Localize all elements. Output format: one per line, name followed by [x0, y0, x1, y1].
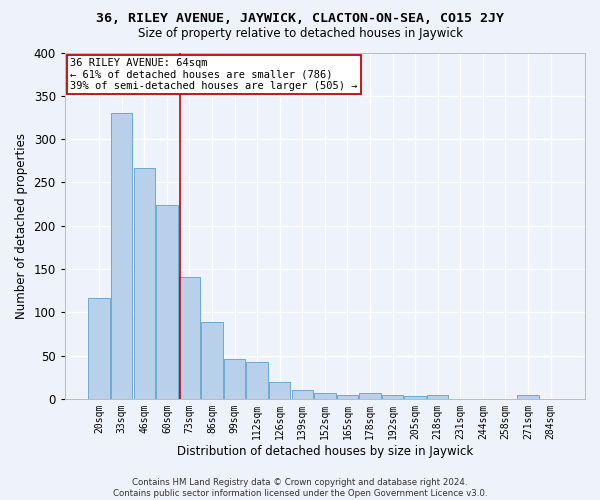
- Bar: [247, 362, 268, 399]
- Y-axis label: Number of detached properties: Number of detached properties: [15, 132, 28, 318]
- Bar: [202, 322, 223, 399]
- Bar: [314, 393, 335, 399]
- Bar: [134, 168, 155, 399]
- X-axis label: Distribution of detached houses by size in Jaywick: Distribution of detached houses by size …: [177, 444, 473, 458]
- Bar: [382, 396, 403, 399]
- Text: 36 RILEY AVENUE: 64sqm
← 61% of detached houses are smaller (786)
39% of semi-de: 36 RILEY AVENUE: 64sqm ← 61% of detached…: [70, 58, 358, 91]
- Bar: [224, 359, 245, 399]
- Bar: [111, 113, 133, 399]
- Bar: [88, 298, 110, 399]
- Bar: [517, 394, 539, 399]
- Bar: [427, 396, 448, 399]
- Bar: [337, 394, 358, 399]
- Text: Contains HM Land Registry data © Crown copyright and database right 2024.
Contai: Contains HM Land Registry data © Crown c…: [113, 478, 487, 498]
- Bar: [292, 390, 313, 399]
- Bar: [269, 382, 290, 399]
- Text: Size of property relative to detached houses in Jaywick: Size of property relative to detached ho…: [137, 28, 463, 40]
- Bar: [156, 205, 178, 399]
- Bar: [179, 277, 200, 399]
- Bar: [359, 393, 381, 399]
- Text: 36, RILEY AVENUE, JAYWICK, CLACTON-ON-SEA, CO15 2JY: 36, RILEY AVENUE, JAYWICK, CLACTON-ON-SE…: [96, 12, 504, 26]
- Bar: [404, 396, 426, 399]
